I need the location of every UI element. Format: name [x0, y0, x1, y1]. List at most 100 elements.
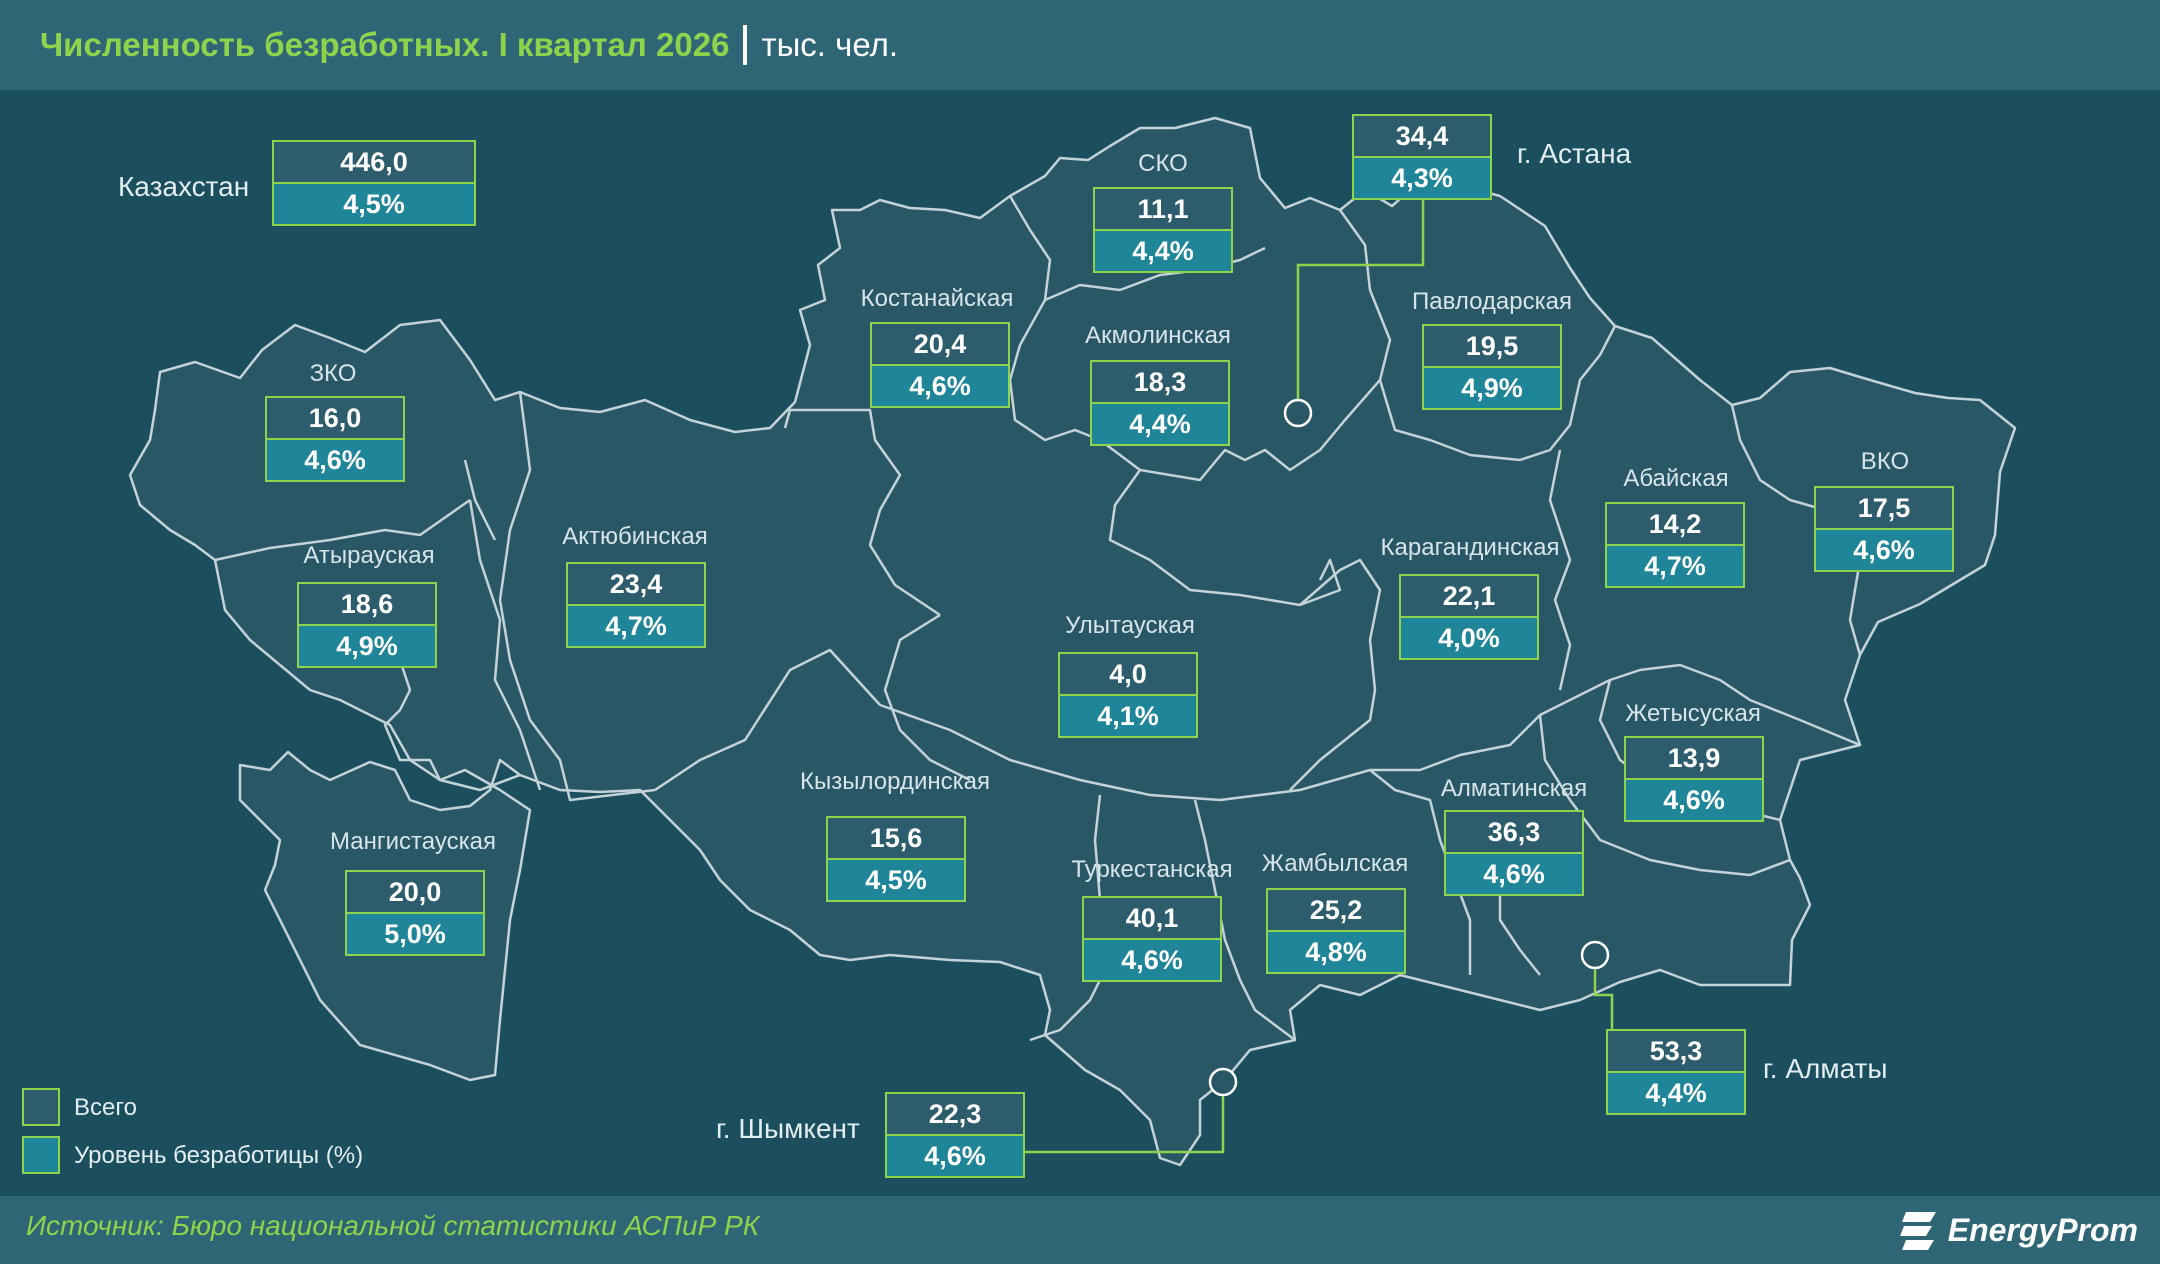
region-label-aktobe: Актюбинская: [562, 523, 708, 550]
region-total: 4,0: [1060, 654, 1196, 696]
footer: Источник: Бюро национальной статистики А…: [0, 1196, 2160, 1264]
region-rate: 4,6%: [1816, 530, 1952, 570]
region-box-kyzylorda: 15,6 4,5%: [826, 816, 966, 902]
region-rate: 4,3%: [1354, 158, 1490, 198]
region-box-turkestan: 40,1 4,6%: [1082, 896, 1222, 982]
region-rate: 4,6%: [872, 366, 1008, 406]
region-label-astana: г. Астана: [1517, 138, 1632, 169]
region-label-pavlodar: Павлодарская: [1412, 288, 1572, 315]
region-rate: 4,7%: [1607, 546, 1743, 586]
region-total: 40,1: [1084, 898, 1220, 940]
region-label-zhetysu: Жетысуская: [1625, 700, 1761, 727]
region-label-abai: Абайская: [1623, 465, 1729, 492]
legend-total-swatch: [22, 1088, 60, 1126]
region-rate: 4,7%: [568, 606, 704, 646]
brand-name: EnergyProm: [1947, 1211, 2138, 1248]
energyprom-logo-icon: [1899, 1212, 1936, 1250]
leader-lines: [1024, 195, 1614, 1154]
region-box-akmola: 18,3 4,4%: [1090, 360, 1230, 446]
region-rate: 4,1%: [1060, 696, 1196, 736]
region-box-zhetysu: 13,9 4,6%: [1624, 736, 1764, 822]
region-box-ulytau: 4,0 4,1%: [1058, 652, 1198, 738]
region-rate: 4,6%: [1626, 780, 1762, 820]
region-total: 14,2: [1607, 504, 1743, 546]
region-box-karaganda: 22,1 4,0%: [1399, 574, 1539, 660]
national-rate: 4,5%: [274, 184, 474, 224]
region-total: 22,3: [887, 1094, 1023, 1136]
region-box-almaty-city: 53,3 4,4%: [1606, 1029, 1746, 1115]
region-rate: 4,9%: [299, 626, 435, 666]
region-box-zko: 16,0 4,6%: [265, 396, 405, 482]
region-total: 36,3: [1446, 812, 1582, 854]
region-rate: 4,6%: [1084, 940, 1220, 980]
region-label-vko: ВКО: [1860, 448, 1910, 475]
region-rate: 4,6%: [1446, 854, 1582, 894]
region-box-mangistau: 20,0 5,0%: [345, 870, 485, 956]
region-rate: 4,0%: [1401, 618, 1537, 658]
region-rate: 4,5%: [828, 860, 964, 900]
region-box-aktobe: 23,4 4,7%: [566, 562, 706, 648]
region-label-ulytau: Улытауская: [1065, 612, 1195, 639]
region-total: 20,0: [347, 872, 483, 914]
title-separator: [743, 25, 748, 65]
region-box-abai: 14,2 4,7%: [1605, 502, 1745, 588]
region-total: 34,4: [1354, 116, 1490, 158]
region-box-shymkent: 22,3 4,6%: [885, 1092, 1025, 1178]
region-box-atyrau: 18,6 4,9%: [297, 582, 437, 668]
legend-rate-swatch: [22, 1136, 60, 1174]
region-total: 18,6: [299, 584, 435, 626]
region-total: 17,5: [1816, 488, 1952, 530]
region-rate: 4,6%: [267, 440, 403, 480]
region-rate: 4,4%: [1092, 404, 1228, 444]
region-label-atyrau: Атырауская: [303, 542, 435, 569]
region-label-sko: СКО: [1138, 150, 1188, 177]
brand-logo: EnergyProm: [1899, 1202, 2138, 1258]
region-total: 23,4: [568, 564, 704, 606]
header: Численность безработных. I квартал 2026 …: [0, 0, 2160, 90]
astana-marker: [1283, 398, 1313, 428]
region-total: 16,0: [267, 398, 403, 440]
region-label-shymkent: г. Шымкент: [716, 1113, 860, 1144]
source-note: Источник: Бюро национальной статистики А…: [26, 1210, 760, 1241]
region-label-almaty-city: г. Алматы: [1763, 1053, 1888, 1084]
region-rate: 4,9%: [1424, 368, 1560, 408]
region-label-turkestan: Туркестанская: [1071, 856, 1233, 883]
region-total: 19,5: [1424, 326, 1560, 368]
national-label: Казахстан: [118, 171, 250, 202]
shymkent-marker: [1208, 1067, 1238, 1097]
region-box-astana: 34,4 4,3%: [1352, 114, 1492, 200]
region-label-karaganda: Карагандинская: [1380, 534, 1560, 561]
region-box-kostanay: 20,4 4,6%: [870, 322, 1010, 408]
region-total: 15,6: [828, 818, 964, 860]
region-rate: 4,8%: [1268, 932, 1404, 972]
region-label-mangistau: Мангистауская: [330, 828, 496, 855]
region-box-pavlodar: 19,5 4,9%: [1422, 324, 1562, 410]
region-box-zhambyl: 25,2 4,8%: [1266, 888, 1406, 974]
region-box-almaty-region: 36,3 4,6%: [1444, 810, 1584, 896]
almaty-marker: [1580, 940, 1610, 970]
region-box-vko: 17,5 4,6%: [1814, 486, 1954, 572]
region-rate: 4,4%: [1608, 1073, 1744, 1113]
region-box-sko: 11,1 4,4%: [1093, 187, 1233, 273]
region-total: 22,1: [1401, 576, 1537, 618]
unit-label: тыс. чел.: [761, 26, 898, 63]
region-total: 13,9: [1626, 738, 1762, 780]
region-label-kyzylorda: Кызылординская: [800, 768, 990, 795]
region-label-akmola: Акмолинская: [1085, 322, 1231, 349]
region-total: 53,3: [1608, 1031, 1744, 1073]
page-title: Численность безработных. I квартал 2026: [40, 26, 730, 63]
region-rate: 5,0%: [347, 914, 483, 954]
region-label-almaty-region: Алматинская: [1440, 775, 1588, 802]
legend-total-label: Всего: [74, 1094, 137, 1121]
national-box: 446,0 4,5%: [272, 140, 476, 226]
region-label-zko: ЗКО: [309, 360, 357, 387]
legend-rate-label: Уровень безработицы (%): [74, 1142, 364, 1169]
region-rate: 4,6%: [887, 1136, 1023, 1176]
national-total: 446,0: [274, 142, 474, 184]
region-rate: 4,4%: [1095, 231, 1231, 271]
region-label-zhambyl: Жамбылская: [1261, 850, 1409, 877]
region-label-kostanay: Костанайская: [860, 285, 1014, 312]
region-total: 18,3: [1092, 362, 1228, 404]
region-total: 11,1: [1095, 189, 1231, 231]
region-total: 25,2: [1268, 890, 1404, 932]
